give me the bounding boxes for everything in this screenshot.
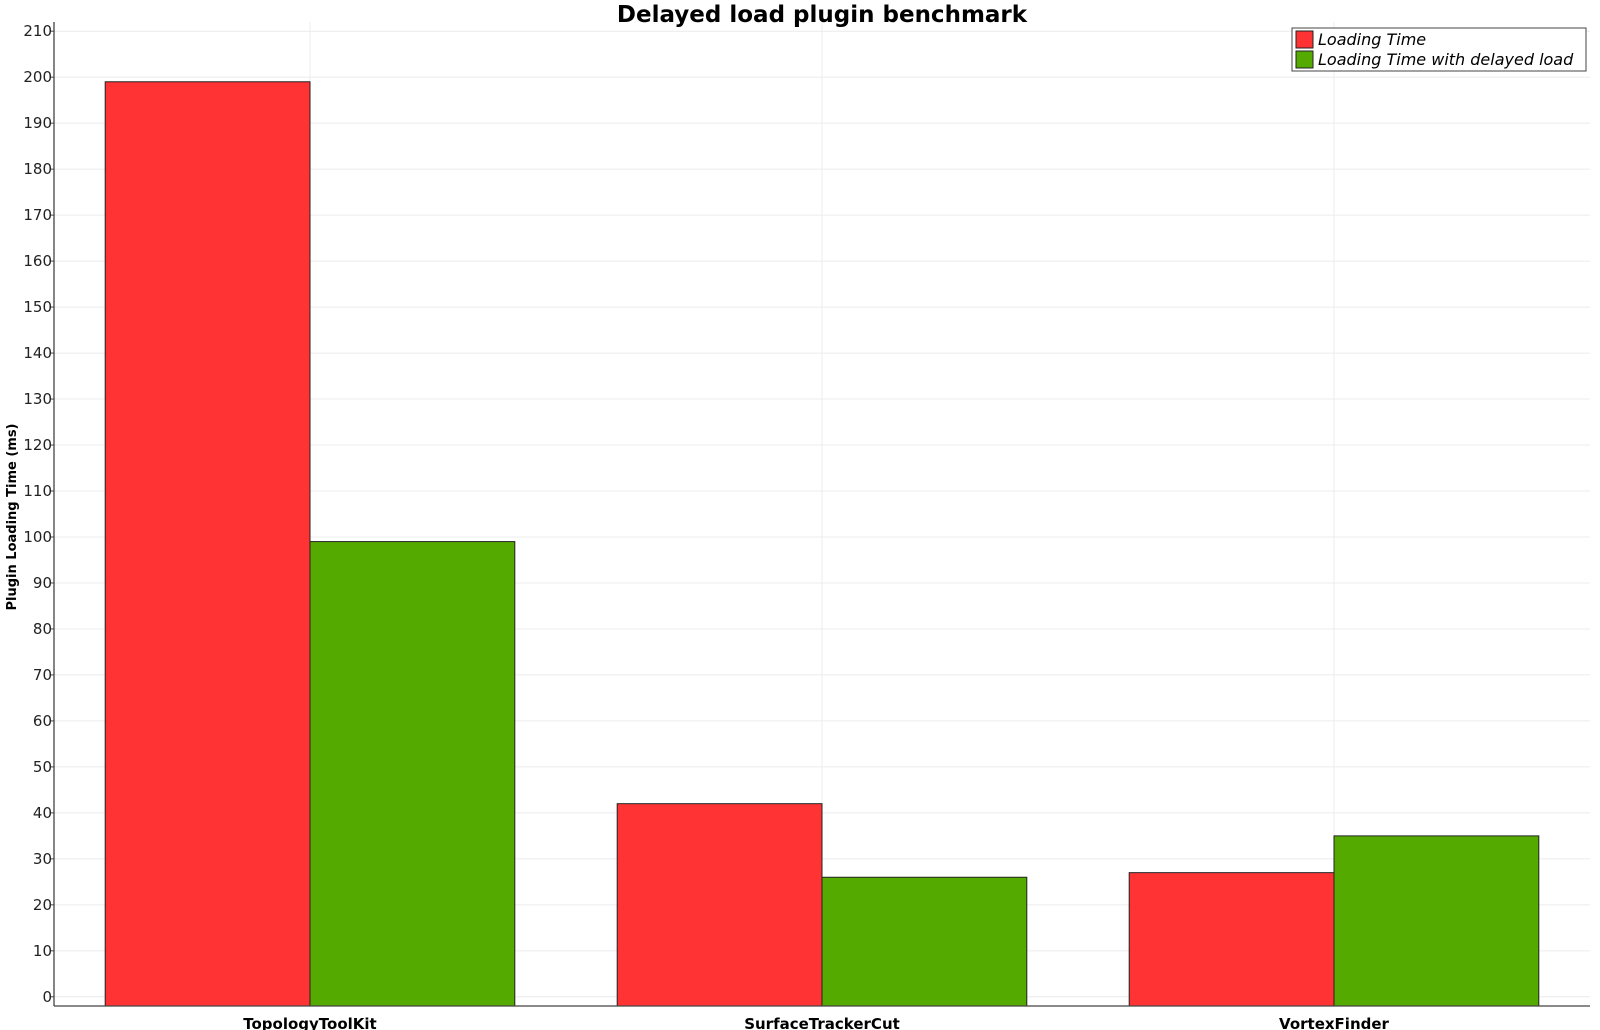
y-tick-label: 180 (23, 160, 52, 178)
bar-SurfaceTrackerCut-series-0 (616, 803, 823, 1007)
legend-label-loading-time: Loading Time (1318, 30, 1426, 49)
bars (104, 81, 1540, 1007)
x-category-label: VortexFinder (1279, 1015, 1389, 1030)
y-ticks: 0 10 20 30 40 50 60 70 80 90 100 110 120 130 140 150 160… (23, 22, 54, 1006)
y-tick-label: 170 (23, 206, 52, 224)
legend-swatch-delayed-load (1295, 50, 1314, 69)
y-tick-label: 70 (33, 666, 52, 684)
chart-title: Delayed load plugin benchmark (617, 2, 1028, 28)
x-category-label: TopologyToolKit (243, 1015, 376, 1030)
y-tick-label: 40 (33, 804, 52, 822)
axes (53, 22, 1590, 1007)
y-tick-label: 200 (23, 68, 52, 86)
y-tick-label: 10 (33, 942, 52, 960)
y-tick-label: 110 (23, 482, 52, 500)
legend-label-delayed-load: Loading Time with delayed load (1318, 50, 1574, 69)
legend-box (1291, 27, 1587, 72)
y-axis-title: Plugin Loading Time (ms) (5, 424, 20, 611)
bar-VortexFinder-series-1 (1333, 835, 1540, 1007)
y-tick-label: 20 (33, 896, 52, 914)
y-tick-label: 100 (23, 528, 52, 546)
y-tick-label: 80 (33, 620, 52, 638)
y-tick-label: 90 (33, 574, 52, 592)
y-tick-label: 140 (23, 344, 52, 362)
y-tick-label: 160 (23, 252, 52, 270)
y-tick-label: 190 (23, 114, 52, 132)
y-tick-label: 130 (23, 390, 52, 408)
bar-SurfaceTrackerCut-series-1 (821, 876, 1028, 1007)
bar-VortexFinder-series-0 (1128, 872, 1335, 1007)
x-category-labels: TopologyToolKit SurfaceTrackerCut VortexFi… (243, 1015, 1389, 1030)
y-tick-label: 150 (23, 298, 52, 316)
legend: Loading Time Loading Time with delayed l… (1291, 27, 1587, 72)
y-tick-label: 210 (23, 22, 52, 40)
x-category-label: SurfaceTrackerCut (744, 1015, 900, 1030)
y-tick-label: 30 (33, 850, 52, 868)
bar-TopologyToolKit-series-0 (104, 81, 311, 1007)
y-tick-label: 120 (23, 436, 52, 454)
legend-swatch-loading-time (1295, 30, 1314, 49)
y-tick-label: 0 (42, 988, 52, 1006)
bar-TopologyToolKit-series-1 (309, 541, 516, 1007)
y-tick-label: 60 (33, 712, 52, 730)
y-tick-label: 50 (33, 758, 52, 776)
